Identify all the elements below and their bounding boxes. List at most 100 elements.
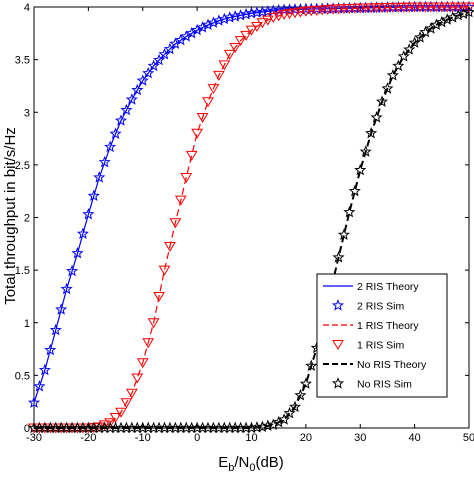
data-point-marker — [359, 145, 372, 157]
data-point-marker — [120, 103, 133, 116]
x-tick-label: 20 — [300, 432, 312, 444]
data-point-marker — [267, 4, 280, 16]
y-axis-label: Total throughput in bit/s/Hz — [2, 127, 19, 305]
x-tick-label: 0 — [194, 432, 200, 444]
x-tick-label: 40 — [409, 432, 421, 444]
data-point-marker — [386, 69, 399, 81]
data-point-marker — [158, 265, 171, 276]
data-point-marker — [240, 30, 252, 41]
x-tick-label: 10 — [245, 432, 257, 444]
x-tick-label: -20 — [80, 432, 96, 444]
x-tick-label: 30 — [354, 432, 366, 444]
data-point-marker — [250, 421, 263, 433]
data-point-marker — [33, 380, 46, 392]
y-tick-label: 1 — [24, 318, 30, 330]
data-point-marker — [310, 5, 323, 16]
data-point-marker — [180, 173, 193, 183]
y-tick-label: 4 — [24, 2, 30, 14]
series-line — [33, 6, 469, 403]
x-tick-label: 50 — [463, 432, 474, 444]
data-point-marker — [174, 195, 187, 206]
data-point-marker — [82, 207, 95, 220]
data-point-marker — [419, 25, 432, 38]
data-point-marker — [185, 150, 198, 161]
data-point-marker — [98, 420, 111, 431]
data-point-marker — [169, 218, 182, 229]
data-point-marker — [294, 389, 307, 401]
data-point-marker — [76, 227, 89, 239]
x-axis-label-sub2: 0 — [249, 462, 255, 474]
data-point-marker — [283, 9, 296, 20]
data-point-marker — [153, 291, 165, 302]
data-point-marker — [245, 421, 258, 434]
data-point-marker — [196, 113, 209, 123]
data-point-marker — [38, 363, 51, 376]
data-point-marker — [289, 8, 301, 19]
data-point-marker — [305, 6, 318, 17]
data-point-marker — [267, 13, 280, 24]
data-point-marker — [403, 43, 416, 55]
data-point-marker — [245, 25, 258, 36]
data-point-marker — [424, 22, 437, 34]
legend-entry-label: 2 RIS Theory — [357, 281, 419, 293]
legend-entry-label: No RIS Theory — [357, 359, 427, 371]
x-axis-label-sub1: b — [228, 462, 234, 474]
data-point-marker — [299, 377, 312, 389]
data-point-marker — [115, 407, 127, 418]
series-4 — [34, 11, 470, 429]
data-point-marker — [392, 59, 405, 72]
data-point-marker — [142, 66, 155, 79]
data-point-marker — [44, 343, 57, 356]
data-point-marker — [365, 126, 378, 139]
y-tick-label: 2 — [24, 213, 30, 225]
y-tick-label: 0.5 — [15, 370, 30, 382]
data-point-marker — [147, 59, 160, 72]
data-point-marker — [245, 6, 258, 19]
data-point-marker — [164, 241, 176, 252]
data-point-marker — [278, 413, 291, 425]
data-point-marker — [218, 12, 231, 25]
data-point-marker — [354, 163, 367, 176]
data-point-marker — [223, 11, 236, 23]
data-point-marker — [136, 74, 149, 86]
data-point-marker — [174, 33, 187, 46]
data-point-marker — [256, 420, 269, 433]
data-point-marker — [213, 70, 225, 81]
data-point-marker — [169, 37, 182, 49]
data-point-marker — [191, 128, 204, 139]
legend-entry-label: 1 RIS Sim — [357, 340, 405, 352]
y-tick-label: 3.5 — [15, 55, 30, 67]
data-point-marker — [283, 406, 296, 419]
data-point-marker — [142, 338, 155, 349]
data-point-marker — [256, 18, 269, 29]
legend-swatch-marker — [331, 377, 345, 389]
x-axis-label-mid: /N — [234, 454, 249, 471]
data-point-marker — [218, 60, 231, 71]
legend-entry-label: No RIS Sim — [357, 379, 412, 391]
data-point-marker — [104, 418, 117, 429]
data-point-marker — [223, 49, 236, 60]
series-2 — [34, 6, 469, 429]
data-point-marker — [250, 6, 263, 18]
y-tick-label: 2.5 — [15, 160, 30, 172]
data-point-marker — [109, 127, 122, 139]
series-line — [34, 11, 470, 429]
data-point-marker — [125, 93, 138, 105]
data-point-marker — [321, 5, 334, 16]
data-point-marker — [305, 359, 318, 372]
plot-series — [27, 0, 474, 434]
x-axis-label-main: E — [218, 454, 228, 471]
data-point-marker — [126, 388, 138, 399]
data-point-marker — [343, 205, 356, 218]
data-point-marker — [212, 14, 225, 26]
y-tick-label: 3 — [24, 107, 30, 119]
data-point-marker — [463, 2, 474, 13]
data-point-marker — [452, 9, 465, 21]
data-point-marker — [98, 155, 111, 168]
data-point-marker — [114, 114, 128, 126]
data-point-marker — [337, 228, 350, 240]
legend-box — [316, 273, 448, 398]
data-point-marker — [120, 398, 133, 409]
data-point-marker — [256, 5, 269, 18]
